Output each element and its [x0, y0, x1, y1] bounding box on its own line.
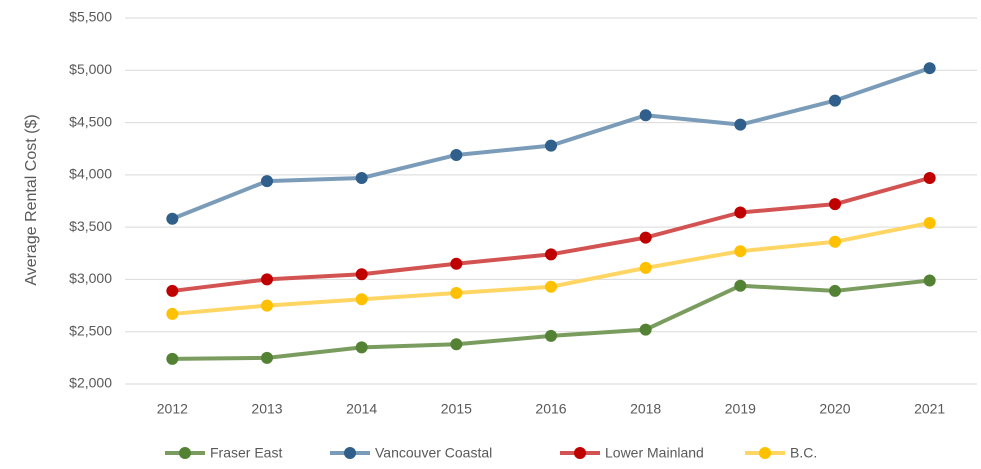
- x-tick-label: 2014: [346, 401, 377, 417]
- data-point: [923, 62, 936, 75]
- y-tick-label: $3,500: [69, 218, 112, 234]
- y-tick-label: $2,000: [69, 375, 112, 391]
- legend-label: B.C.: [790, 445, 817, 461]
- data-point: [450, 148, 463, 161]
- data-point: [261, 175, 273, 188]
- data-point: [639, 323, 652, 336]
- data-point: [829, 235, 841, 248]
- y-tick-label: $5,000: [69, 61, 112, 77]
- data-point: [734, 118, 747, 131]
- data-point: [166, 307, 179, 320]
- x-tick-label: 2019: [725, 401, 756, 417]
- data-point: [355, 171, 368, 184]
- legend-marker: [179, 447, 191, 459]
- data-point: [166, 212, 179, 225]
- data-point: [166, 284, 179, 297]
- x-tick-label: 2021: [914, 401, 945, 417]
- x-tick-label: 2020: [819, 401, 850, 417]
- y-axis-label: Average Rental Cost ($): [23, 114, 40, 285]
- legend-marker: [574, 447, 586, 459]
- legend-label: Lower Mainland: [605, 445, 704, 461]
- data-point: [355, 293, 368, 306]
- legend-marker: [344, 447, 356, 459]
- data-point: [639, 261, 652, 274]
- data-point: [545, 248, 557, 261]
- data-point: [829, 198, 841, 211]
- data-point: [734, 206, 747, 219]
- data-point: [355, 268, 368, 281]
- data-point: [261, 273, 273, 286]
- data-point: [923, 171, 936, 184]
- y-tick-label: $2,500: [69, 322, 112, 338]
- x-tick-label: 2015: [441, 401, 472, 417]
- data-point: [923, 274, 936, 287]
- data-point: [355, 341, 368, 354]
- data-point: [545, 139, 557, 152]
- y-tick-label: $4,500: [69, 113, 112, 129]
- data-point: [166, 352, 179, 365]
- legend-label: Fraser East: [210, 445, 282, 461]
- x-tick-label: 2013: [251, 401, 282, 417]
- legend-label: Vancouver Coastal: [375, 445, 492, 461]
- y-tick-label: $3,000: [69, 270, 112, 286]
- x-tick-label: 2012: [157, 401, 188, 417]
- data-point: [829, 94, 841, 107]
- x-tick-label: 2016: [535, 401, 566, 417]
- data-point: [450, 257, 463, 270]
- x-tick-label: 2018: [630, 401, 661, 417]
- data-point: [450, 287, 463, 300]
- data-point: [923, 216, 936, 229]
- series-line: [172, 220, 931, 316]
- data-point: [261, 299, 273, 312]
- data-point: [639, 231, 652, 244]
- y-tick-label: $4,000: [69, 166, 112, 182]
- legend-marker: [759, 447, 771, 459]
- data-point: [734, 245, 747, 258]
- data-point: [261, 351, 273, 364]
- y-tick-label: $5,500: [69, 9, 112, 25]
- data-point: [545, 280, 557, 293]
- data-point: [450, 338, 463, 351]
- data-point: [545, 329, 557, 342]
- series-line: [172, 176, 931, 293]
- data-point: [639, 109, 652, 122]
- data-point: [734, 279, 747, 292]
- data-point: [829, 284, 841, 297]
